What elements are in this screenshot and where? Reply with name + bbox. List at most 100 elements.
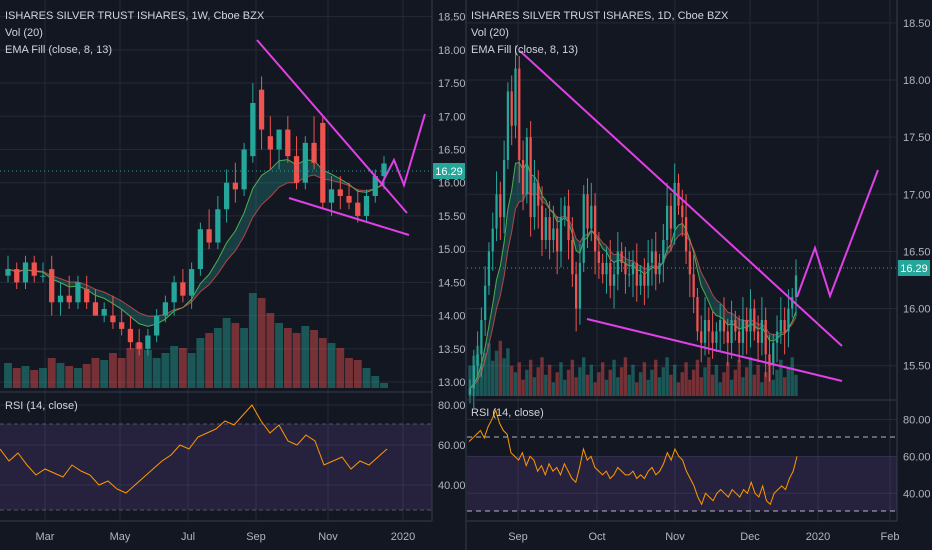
candle <box>285 116 291 163</box>
candle <box>787 289 790 348</box>
candle <box>66 275 72 309</box>
volume-bar <box>240 328 249 388</box>
volume-bar <box>654 359 658 396</box>
volume-bar <box>650 369 654 396</box>
candle <box>700 315 703 363</box>
price-tick-label: 16.50 <box>903 246 931 258</box>
volume-bar <box>684 362 688 396</box>
candle <box>57 282 64 316</box>
time-tick-label: Nov <box>665 531 685 543</box>
volume-bar <box>619 367 624 396</box>
volume-bar <box>521 379 525 396</box>
volume-bar <box>231 323 240 388</box>
volume-bar <box>748 357 753 396</box>
volume-bar <box>301 326 310 388</box>
candle <box>575 261 578 332</box>
volume-bar <box>117 358 126 388</box>
right-projection-line <box>796 169 879 300</box>
candle <box>612 261 616 309</box>
candle <box>31 255 37 283</box>
candle <box>715 322 718 352</box>
time-tick-label: May <box>110 531 131 543</box>
left-chart-panel[interactable]: 18.50 18.00 17.50 17.00 16.50 16.00 15.50 15.00… <box>0 0 466 543</box>
price-tick-label: 17.00 <box>438 111 466 123</box>
candle <box>726 318 729 366</box>
candle <box>518 56 521 183</box>
volume-bar <box>642 362 647 396</box>
volume-bar <box>4 363 12 388</box>
volume-bar <box>631 364 635 396</box>
candle <box>206 209 212 250</box>
candle <box>552 205 555 253</box>
candle <box>232 162 238 203</box>
candle <box>654 232 657 291</box>
price-tick-label: 17.00 <box>903 189 931 201</box>
volume-bar <box>600 362 605 396</box>
candle <box>601 253 604 284</box>
candle <box>495 171 498 242</box>
left-projection-line <box>380 113 426 189</box>
volume-bar <box>756 364 760 396</box>
volume-bar <box>616 377 620 396</box>
volume-bar <box>491 360 495 396</box>
volume-bar <box>638 372 643 396</box>
volume-bar <box>737 359 741 396</box>
volume-bar <box>161 353 170 388</box>
volume-bar <box>646 379 650 396</box>
candle <box>590 182 593 242</box>
left-candles <box>5 76 387 356</box>
candle <box>779 297 782 344</box>
candle <box>22 255 29 290</box>
volume-bar <box>604 379 609 396</box>
candle <box>525 128 528 204</box>
volume-bar <box>775 369 779 396</box>
volume-bar <box>623 357 628 396</box>
candle <box>722 297 726 344</box>
volume-bar <box>56 363 65 388</box>
volume-bar <box>627 374 631 396</box>
rsi-tick-label: 40.00 <box>438 480 466 492</box>
volume-bar <box>763 372 768 396</box>
volume-bar <box>513 372 518 396</box>
volume-bar <box>487 343 491 396</box>
price-tick-label: 15.00 <box>438 244 466 256</box>
right-chart-panel[interactable]: 18.50 18.00 17.50 17.00 16.50 16.00 15.50 80.0… <box>465 0 932 550</box>
candle <box>514 45 517 139</box>
volume-bar <box>726 362 730 396</box>
volume-bar <box>178 348 187 388</box>
volume-bar <box>525 369 529 396</box>
candle <box>635 243 638 302</box>
volume-bar <box>371 376 380 388</box>
price-tick-label: 18.00 <box>903 75 931 87</box>
left-legend-symbol: ISHARES SILVER TRUST ISHARES, 1W, Cboe B… <box>5 10 265 22</box>
candle <box>662 224 665 283</box>
volume-bar <box>555 372 559 396</box>
time-tick-label: 2020 <box>806 531 830 543</box>
volume-bar <box>345 358 353 388</box>
time-tick-label: Mar <box>36 531 55 543</box>
candle <box>586 178 589 248</box>
candle <box>250 83 256 163</box>
candle <box>556 216 559 275</box>
candle <box>75 275 81 309</box>
rsi-tick-label: 60.00 <box>438 440 466 452</box>
volume-bar <box>566 369 571 396</box>
volume-bar <box>741 377 745 396</box>
volume-bar <box>509 365 514 396</box>
volume-bar <box>353 360 362 388</box>
candle <box>180 269 186 303</box>
left-time-axis: Mar May Jul Sep Nov 2020 <box>36 531 416 543</box>
price-tick-label: 13.00 <box>438 377 466 389</box>
candle <box>127 315 134 349</box>
candle <box>677 173 680 215</box>
left-volume-bars <box>4 293 388 388</box>
volume-bar <box>283 328 292 388</box>
time-tick-label: Dec <box>740 531 760 543</box>
candle <box>772 333 775 375</box>
right-last-price-tag: 16.29 <box>898 260 930 276</box>
left-rsi-line <box>0 404 388 494</box>
candle <box>775 315 779 363</box>
volume-bar <box>669 374 673 396</box>
candle <box>658 253 661 284</box>
candle <box>506 82 510 170</box>
